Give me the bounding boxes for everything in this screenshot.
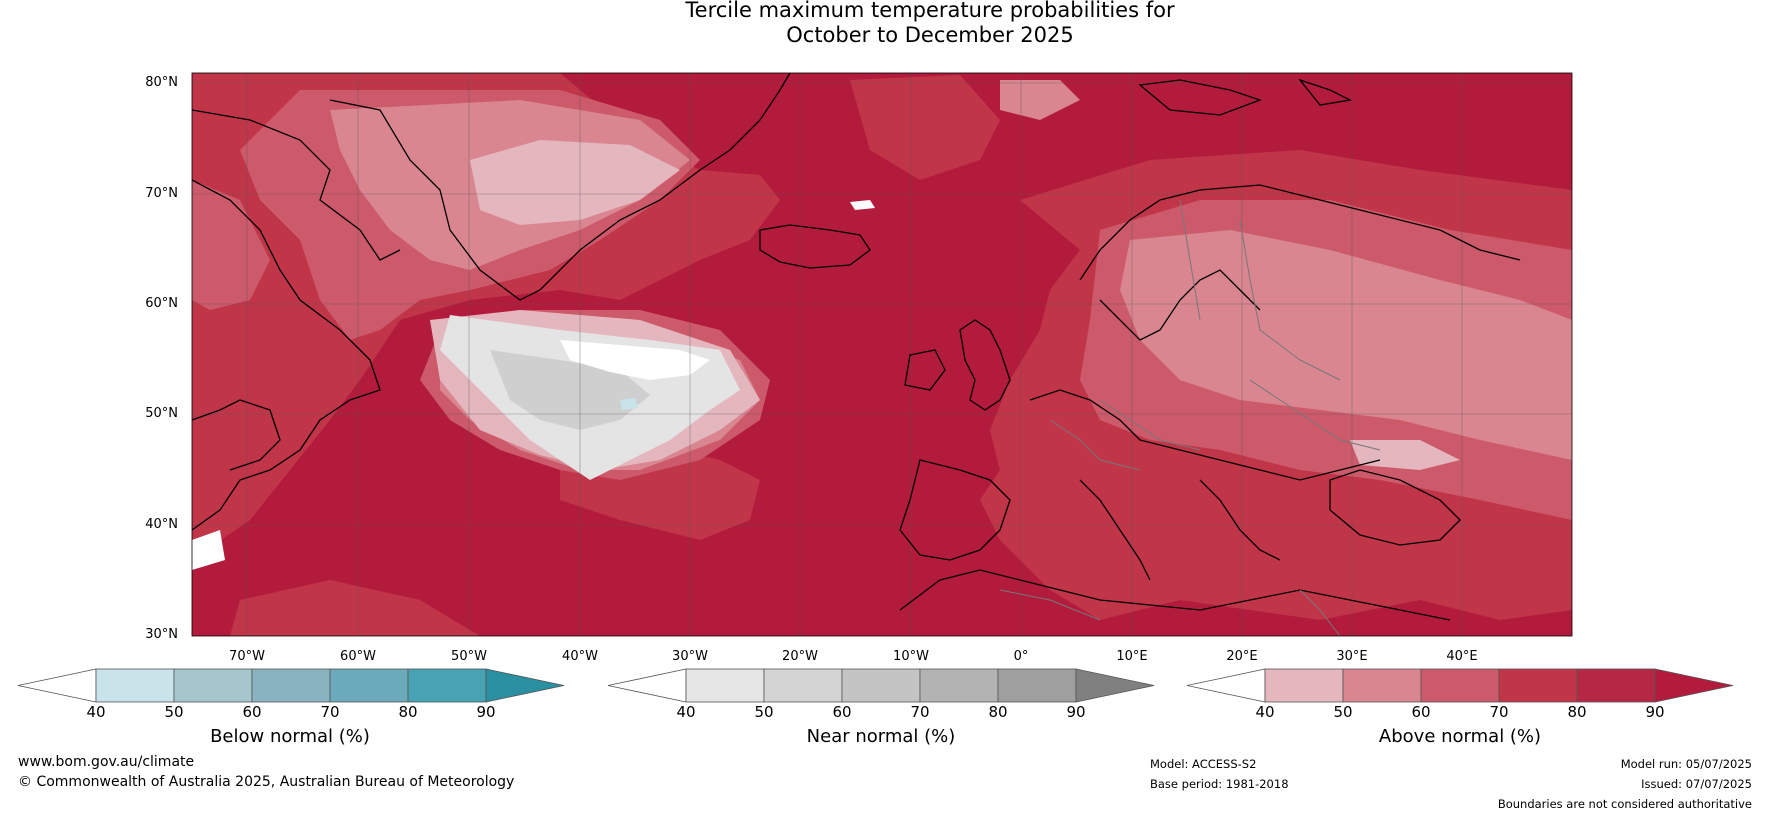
colorbar-above-tick: 50 [1333,703,1353,721]
colorbar-below-tick: 90 [476,703,496,721]
footer-base-period: Base period: 1981-2018 [1150,777,1289,791]
region-white [192,200,875,570]
lon-label-10w: 10°W [893,649,929,664]
footer-model: Model: ACCESS-S2 [1150,757,1257,771]
colorbar-below-tick: 50 [164,703,184,721]
lon-label-20e: 20°E [1226,649,1258,664]
colorbar-near-tick: 90 [1066,703,1086,721]
colorbar-below-tick: 60 [242,703,262,721]
country-borders [999,199,1381,636]
colorbar-above-tick: 80 [1567,703,1587,721]
colorbar-near-tick: 60 [832,703,852,721]
lon-label-70w: 70°W [229,649,265,664]
colorbar-above-tick: 90 [1645,703,1665,721]
title-line-1: Tercile maximum temperature probabilitie… [685,0,1175,22]
colorbar-below-tick: 70 [320,703,340,721]
colorbar-near-tick: 70 [910,703,930,721]
lon-label-20w: 20°W [782,649,818,664]
lon-label-50w: 50°W [451,649,487,664]
lon-label-30w: 30°W [672,649,708,664]
lon-label-60w: 60°W [340,649,376,664]
colorbar-above-tick: 60 [1411,703,1431,721]
lat-label-30n: 30°N [145,627,178,642]
lon-label-40e: 40°E [1446,649,1478,664]
coastlines [192,73,1521,621]
lat-label-60n: 60°N [145,296,178,311]
colorbar-near-tick: 80 [988,703,1008,721]
region-below-50 [620,398,638,410]
lat-label-70n: 70°N [145,186,178,201]
lon-label-0: 0° [1013,649,1029,664]
colorbar-above-tick: 70 [1489,703,1509,721]
lat-label-40n: 40°N [145,517,178,532]
map-gridlines [192,73,1572,636]
map-frame [191,72,1573,637]
colorbar-below-tick: 80 [398,703,418,721]
chart-title: Tercile maximum temperature probabilitie… [0,0,1770,48]
colorbar-below-title: Below normal (%) [210,726,370,747]
title-line-2: October to December 2025 [786,23,1074,47]
lon-label-40w: 40°W [562,649,598,664]
colorbar-near-tick: 40 [676,703,696,721]
lon-label-30e: 30°E [1336,649,1368,664]
footer-copyright: © Commonwealth of Australia 2025, Austra… [18,774,515,790]
lat-label-50n: 50°N [145,406,178,421]
colorbar-below-tick: 40 [86,703,106,721]
colorbar-above-tick: 40 [1255,703,1275,721]
footer-model-run: Model run: 05/07/2025 [1620,757,1752,771]
footer-issued: Issued: 07/07/2025 [1641,777,1752,791]
colorbar-near-tick: 50 [754,703,774,721]
footer-website: www.bom.gov.au/climate [18,754,195,770]
lat-label-80n: 80°N [145,75,178,90]
footer-disclaimer: Boundaries are not considered authoritat… [1497,797,1752,811]
lon-label-10e: 10°E [1116,649,1148,664]
colorbar-near-title: Near normal (%) [806,726,956,747]
colorbar-above-title: Above normal (%) [1378,726,1542,747]
